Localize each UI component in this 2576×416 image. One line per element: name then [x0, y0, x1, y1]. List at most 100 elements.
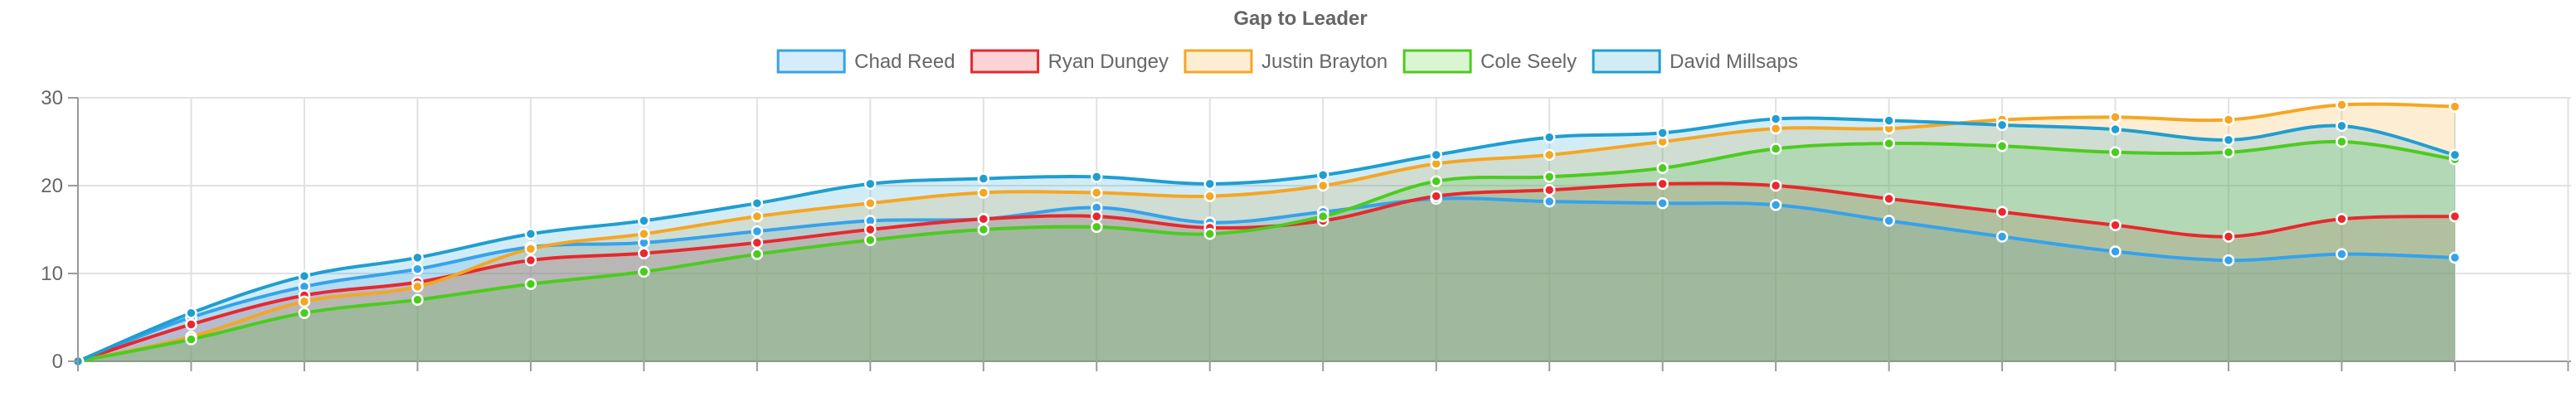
data-point[interactable] [1995, 119, 2009, 132]
data-point[interactable] [411, 251, 424, 264]
data-point[interactable] [1543, 195, 1556, 208]
data-point[interactable] [2335, 213, 2348, 225]
data-point[interactable] [2222, 254, 2235, 267]
legend-label: David Millsaps [1670, 51, 1798, 73]
data-point[interactable] [1656, 196, 1669, 210]
legend-label: Ryan Dungey [1048, 51, 1169, 73]
data-point[interactable] [2335, 119, 2348, 133]
data-point[interactable] [2222, 146, 2235, 158]
legend-item-4[interactable]: David Millsaps [1592, 49, 1798, 74]
data-point[interactable] [2222, 230, 2235, 243]
data-point[interactable] [638, 215, 650, 227]
data-point[interactable] [2109, 245, 2122, 258]
legend-item-3[interactable]: Cole Seely [1402, 49, 1577, 74]
data-point[interactable] [1883, 114, 1895, 127]
data-point[interactable] [1203, 228, 1217, 240]
data-point[interactable] [1091, 220, 1103, 234]
data-point[interactable] [298, 269, 311, 283]
data-point[interactable] [1656, 162, 1669, 175]
data-point[interactable] [1995, 230, 2009, 243]
data-point[interactable] [524, 228, 537, 240]
legend-label: Chad Reed [854, 51, 955, 73]
data-point[interactable] [751, 225, 764, 238]
data-point[interactable] [1769, 113, 1782, 125]
data-point[interactable] [2109, 123, 2122, 136]
series-areas [78, 104, 2455, 361]
data-point[interactable] [864, 177, 877, 191]
data-point[interactable] [185, 333, 197, 346]
series-line-3 [77, 139, 2456, 363]
data-point[interactable] [1316, 210, 1329, 223]
data-point[interactable] [977, 213, 990, 225]
data-point[interactable] [411, 293, 424, 307]
data-point[interactable] [2335, 135, 2348, 148]
data-point[interactable] [638, 247, 650, 259]
data-point[interactable] [1769, 122, 1782, 135]
data-point[interactable] [1091, 210, 1103, 223]
data-point[interactable] [298, 307, 311, 319]
data-point[interactable] [2335, 248, 2348, 260]
data-point[interactable] [2109, 146, 2122, 158]
data-point[interactable] [1316, 179, 1329, 192]
data-point[interactable] [2335, 99, 2348, 111]
series-lines [77, 102, 2456, 363]
data-point[interactable] [1543, 131, 1556, 143]
legend-item-2[interactable]: Justin Brayton [1184, 49, 1388, 74]
data-point[interactable] [864, 223, 877, 236]
data-point[interactable] [1091, 186, 1103, 199]
legend-swatch [1184, 49, 1253, 74]
y-tick-label: 30 [41, 87, 63, 109]
data-point[interactable] [977, 186, 990, 199]
data-point[interactable] [1883, 192, 1895, 206]
data-point[interactable] [524, 254, 537, 267]
data-point[interactable] [185, 318, 197, 331]
data-point[interactable] [524, 278, 537, 290]
data-point[interactable] [1543, 171, 1556, 183]
data-point[interactable] [411, 280, 424, 293]
data-point[interactable] [298, 295, 311, 308]
data-point[interactable] [1430, 148, 1442, 162]
data-point[interactable] [751, 210, 764, 223]
data-point[interactable] [751, 196, 764, 210]
data-point[interactable] [2448, 100, 2462, 113]
data-point[interactable] [751, 236, 764, 249]
data-point[interactable] [2448, 251, 2462, 264]
data-point[interactable] [524, 243, 537, 255]
data-point[interactable] [977, 172, 990, 185]
data-point[interactable] [1091, 171, 1103, 183]
data-point[interactable] [1769, 179, 1782, 192]
data-point[interactable] [1430, 190, 1442, 202]
data-point[interactable] [1316, 169, 1329, 181]
data-point[interactable] [751, 248, 764, 260]
legend-item-1[interactable]: Ryan Dungey [970, 49, 1169, 74]
data-point[interactable] [1995, 140, 2009, 152]
data-point[interactable] [2448, 148, 2462, 162]
data-point[interactable] [2109, 219, 2122, 231]
data-point[interactable] [864, 234, 877, 246]
data-point[interactable] [638, 265, 650, 278]
data-point[interactable] [1883, 215, 1895, 227]
data-point[interactable] [2109, 111, 2122, 123]
data-point[interactable] [1995, 206, 2009, 219]
data-point[interactable] [411, 263, 424, 275]
data-point[interactable] [2448, 210, 2462, 223]
legend-swatch [1402, 49, 1472, 74]
data-point[interactable] [1543, 148, 1556, 162]
data-point[interactable] [1543, 184, 1556, 196]
data-point[interactable] [2222, 114, 2235, 126]
data-point[interactable] [1656, 177, 1669, 191]
data-point[interactable] [185, 307, 197, 319]
data-point[interactable] [2222, 133, 2235, 147]
data-point[interactable] [638, 228, 650, 240]
data-point[interactable] [864, 196, 877, 210]
data-point[interactable] [1656, 127, 1669, 139]
data-point[interactable] [977, 223, 990, 236]
data-point[interactable] [1430, 175, 1442, 187]
data-point[interactable] [1769, 143, 1782, 155]
y-tick-label: 20 [41, 175, 63, 197]
data-point[interactable] [1203, 190, 1217, 202]
data-point[interactable] [1203, 177, 1217, 191]
data-point[interactable] [1769, 199, 1782, 211]
legend-item-0[interactable]: Chad Reed [776, 49, 955, 74]
data-point[interactable] [1883, 137, 1895, 150]
